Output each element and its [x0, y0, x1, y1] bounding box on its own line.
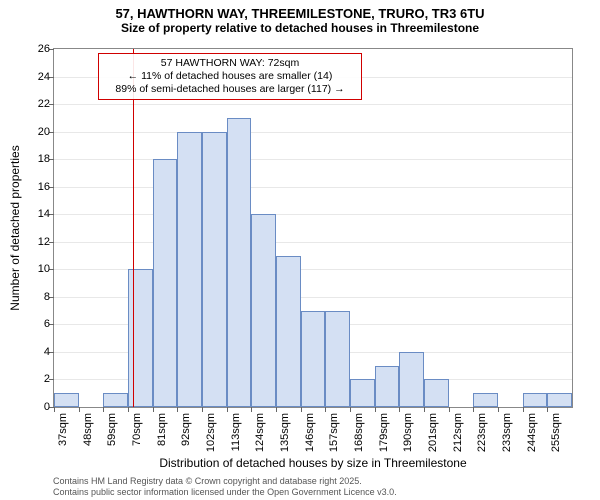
ytick-label: 4: [44, 346, 54, 358]
xtick-mark: [498, 407, 499, 412]
y-axis-title: Number of detached properties: [8, 145, 22, 310]
histogram-bar: [399, 352, 424, 407]
xtick-label: 113sqm: [230, 413, 242, 451]
xtick-label: 168sqm: [353, 413, 365, 452]
attribution: Contains HM Land Registry data © Crown c…: [53, 476, 397, 498]
x-axis-title: Distribution of detached houses by size …: [53, 456, 573, 470]
annotation-box: 57 HAWTHORN WAY: 72sqm ← 11% of detached…: [98, 53, 362, 100]
histogram-bar: [54, 393, 79, 407]
xtick-mark: [103, 407, 104, 412]
chart-subtitle: Size of property relative to detached ho…: [0, 21, 600, 35]
marker-line: [133, 49, 134, 407]
histogram-bar: [523, 393, 548, 407]
histogram-bar: [177, 132, 202, 407]
xtick-label: 223sqm: [476, 413, 488, 452]
xtick-mark: [54, 407, 55, 412]
xtick-label: 190sqm: [402, 413, 414, 452]
histogram-bar: [227, 118, 252, 407]
gridline: [54, 214, 572, 215]
xtick-mark: [276, 407, 277, 412]
xtick-mark: [251, 407, 252, 412]
histogram-bar: [473, 393, 498, 407]
histogram-bar: [325, 311, 350, 407]
histogram-bar: [202, 132, 227, 407]
xtick-label: 102sqm: [205, 413, 217, 452]
xtick-mark: [473, 407, 474, 412]
ytick-label: 16: [38, 181, 54, 193]
xtick-mark: [424, 407, 425, 412]
xtick-mark: [399, 407, 400, 412]
xtick-label: 81sqm: [156, 413, 168, 446]
gridline: [54, 132, 572, 133]
xtick-mark: [227, 407, 228, 412]
xtick-label: 179sqm: [378, 413, 390, 452]
histogram-bar: [153, 159, 178, 407]
ytick-label: 18: [38, 153, 54, 165]
ytick-label: 0: [44, 401, 54, 413]
xtick-label: 212sqm: [452, 413, 464, 452]
xtick-mark: [79, 407, 80, 412]
attribution-line2: Contains public sector information licen…: [53, 487, 397, 498]
xtick-mark: [177, 407, 178, 412]
xtick-label: 59sqm: [106, 413, 118, 446]
xtick-mark: [523, 407, 524, 412]
histogram-bar: [251, 214, 276, 407]
histogram-bar: [547, 393, 572, 407]
ytick-label: 20: [38, 126, 54, 138]
chart-container: 57, HAWTHORN WAY, THREEMILESTONE, TRURO,…: [0, 0, 600, 500]
histogram-bar: [276, 256, 301, 407]
ytick-label: 8: [44, 291, 54, 303]
xtick-label: 70sqm: [131, 413, 143, 446]
xtick-mark: [153, 407, 154, 412]
histogram-bar: [301, 311, 326, 407]
xtick-label: 48sqm: [82, 413, 94, 446]
xtick-label: 244sqm: [526, 413, 538, 452]
chart-title: 57, HAWTHORN WAY, THREEMILESTONE, TRURO,…: [0, 6, 600, 21]
histogram-bar: [128, 269, 153, 407]
ytick-label: 22: [38, 98, 54, 110]
plot-area: 0246810121416182022242637sqm48sqm59sqm70…: [53, 48, 573, 408]
ytick-label: 12: [38, 236, 54, 248]
xtick-label: 255sqm: [550, 413, 562, 452]
histogram-bar: [103, 393, 128, 407]
ytick-label: 10: [38, 263, 54, 275]
xtick-label: 233sqm: [501, 413, 513, 452]
ytick-label: 2: [44, 373, 54, 385]
gridline: [54, 242, 572, 243]
title-block: 57, HAWTHORN WAY, THREEMILESTONE, TRURO,…: [0, 0, 600, 35]
gridline: [54, 104, 572, 105]
xtick-mark: [202, 407, 203, 412]
xtick-mark: [547, 407, 548, 412]
ytick-label: 24: [38, 71, 54, 83]
xtick-mark: [301, 407, 302, 412]
xtick-label: 146sqm: [304, 413, 316, 452]
annotation-line3: 89% of semi-detached houses are larger (…: [105, 83, 355, 96]
xtick-label: 201sqm: [427, 413, 439, 452]
ytick-label: 6: [44, 318, 54, 330]
annotation-line2: ← 11% of detached houses are smaller (14…: [105, 70, 355, 83]
xtick-label: 92sqm: [180, 413, 192, 446]
histogram-bar: [424, 379, 449, 407]
annotation-line1: 57 HAWTHORN WAY: 72sqm: [105, 57, 355, 70]
xtick-label: 157sqm: [328, 413, 340, 452]
xtick-mark: [128, 407, 129, 412]
gridline: [54, 187, 572, 188]
histogram-bar: [375, 366, 400, 407]
gridline: [54, 159, 572, 160]
ytick-label: 26: [38, 43, 54, 55]
xtick-mark: [350, 407, 351, 412]
xtick-label: 37sqm: [57, 413, 69, 446]
attribution-line1: Contains HM Land Registry data © Crown c…: [53, 476, 397, 487]
xtick-label: 124sqm: [254, 413, 266, 452]
xtick-mark: [375, 407, 376, 412]
xtick-mark: [325, 407, 326, 412]
xtick-label: 135sqm: [279, 413, 291, 452]
histogram-bar: [350, 379, 375, 407]
xtick-mark: [449, 407, 450, 412]
ytick-label: 14: [38, 208, 54, 220]
